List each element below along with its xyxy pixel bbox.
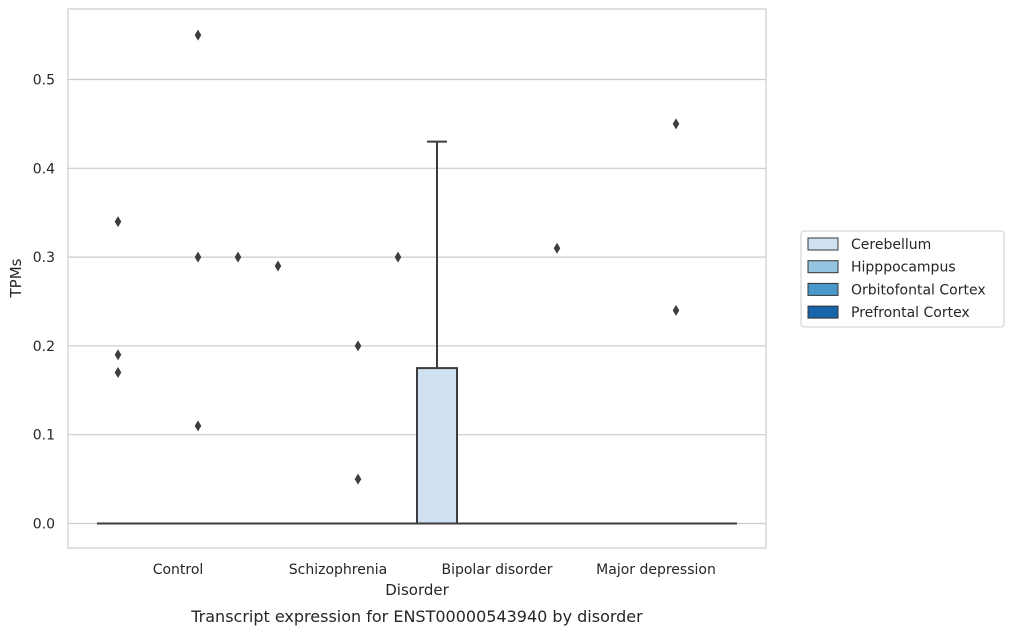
outlier-major-depression-orbitofontal-cortex-0_45	[672, 118, 680, 130]
outlier-schizophrenia-prefrontal-cortex-0_3	[394, 251, 402, 263]
legend-entries: Cerebellum Hipppocampus Orbitofontal Corte…	[807, 237, 986, 321]
outlier-schizophrenia-orbitofontal-cortex-0_2	[354, 340, 362, 352]
y-tick-label-0.4: 0.4	[33, 161, 55, 177]
legend-label-orbitofontal-cortex: Orbitofontal Cortex	[851, 282, 986, 298]
x-tick-label-major-depression: Major depression	[596, 562, 716, 578]
legend-swatch-cerebellum	[807, 237, 839, 251]
outlier-control-cerebellum-0_34	[114, 216, 122, 228]
y-tick-label-0.1: 0.1	[33, 428, 55, 444]
legend-swatch-orbitofontal-cortex	[807, 282, 839, 296]
legend-swatch-prefrontal-cortex	[807, 305, 839, 319]
x-tick-label-control: Control	[153, 562, 204, 578]
y-axis-ticks: 0.0 0.1 0.2 0.3 0.4 0.5	[33, 73, 55, 533]
legend-label-prefrontal-cortex: Prefrontal Cortex	[851, 305, 970, 321]
outlier-control-orbitofontal-cortex-0_11	[194, 420, 202, 432]
y-axis-label: TPMs	[7, 258, 25, 298]
x-axis-label: Disorder	[385, 581, 449, 599]
outliers-layer	[114, 29, 680, 485]
y-tick-label-0.2: 0.2	[33, 339, 55, 355]
outlier-bipolar-disorder-prefrontal-cortex-0_31	[553, 242, 561, 254]
boxes-layer	[97, 140, 737, 525]
outlier-control-cerebellum-0_19	[114, 349, 122, 361]
outlier-control-prefrontal-cortex-0_3	[234, 251, 242, 263]
y-tick-label-0.3: 0.3	[33, 250, 55, 266]
legend-label-cerebellum: Cerebellum	[851, 237, 931, 253]
legend-frame	[800, 230, 1005, 328]
x-tick-label-bipolar-disorder: Bipolar disorder	[441, 562, 552, 578]
legend-swatch-hipppocampus	[807, 260, 839, 274]
outlier-control-orbitofontal-cortex-0_55	[194, 29, 202, 41]
box-bipolar-disorder-cerebellum	[416, 140, 458, 525]
x-tick-label-schizophrenia: Schizophrenia	[289, 562, 387, 578]
y-tick-label-0.0: 0.0	[33, 517, 55, 533]
outlier-control-cerebellum-0_17	[114, 367, 122, 379]
box-bipolar-disorder-cerebellum-body	[416, 367, 458, 525]
y-tick-label-0.5: 0.5	[33, 73, 55, 89]
outlier-schizophrenia-orbitofontal-cortex-0_05	[354, 473, 362, 485]
outlier-control-orbitofontal-cortex-0_3	[194, 251, 202, 263]
outlier-major-depression-orbitofontal-cortex-0_24	[672, 304, 680, 316]
legend: Cerebellum Hipppocampus Orbitofontal Corte…	[800, 230, 1005, 328]
outlier-schizophrenia-cerebellum-0_29	[274, 260, 282, 272]
plot-frame	[67, 8, 767, 549]
x-axis-ticks: Control Schizophrenia Bipolar disorder Majo…	[153, 562, 716, 578]
legend-label-hipppocampus: Hipppocampus	[851, 260, 956, 276]
chart-caption: Transcript expression for ENST0000054394…	[190, 607, 643, 626]
